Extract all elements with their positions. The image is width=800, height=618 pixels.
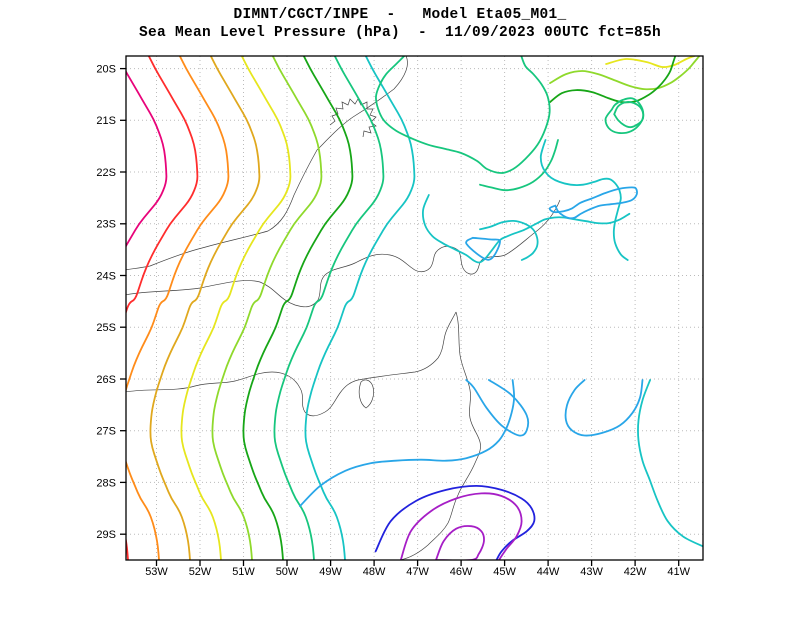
svg-text:44W: 44W [537,566,560,578]
svg-text:46W: 46W [450,566,473,578]
svg-text:24S: 24S [96,270,116,282]
svg-text:21S: 21S [96,115,116,127]
svg-text:27S: 27S [96,426,116,438]
svg-text:41W: 41W [667,566,690,578]
svg-text:50W: 50W [276,566,299,578]
svg-text:48W: 48W [363,566,386,578]
svg-text:45W: 45W [493,566,516,578]
svg-text:20S: 20S [96,64,116,76]
svg-text:28S: 28S [96,477,116,489]
svg-text:43W: 43W [580,566,603,578]
svg-text:49W: 49W [319,566,342,578]
svg-text:26S: 26S [96,374,116,386]
svg-text:53W: 53W [145,566,168,578]
svg-text:47W: 47W [406,566,429,578]
svg-text:51W: 51W [232,566,255,578]
svg-text:25S: 25S [96,322,116,334]
svg-text:29S: 29S [96,529,116,541]
svg-text:42W: 42W [624,566,647,578]
svg-text:23S: 23S [96,219,116,231]
svg-text:52W: 52W [189,566,212,578]
svg-text:22S: 22S [96,167,116,179]
